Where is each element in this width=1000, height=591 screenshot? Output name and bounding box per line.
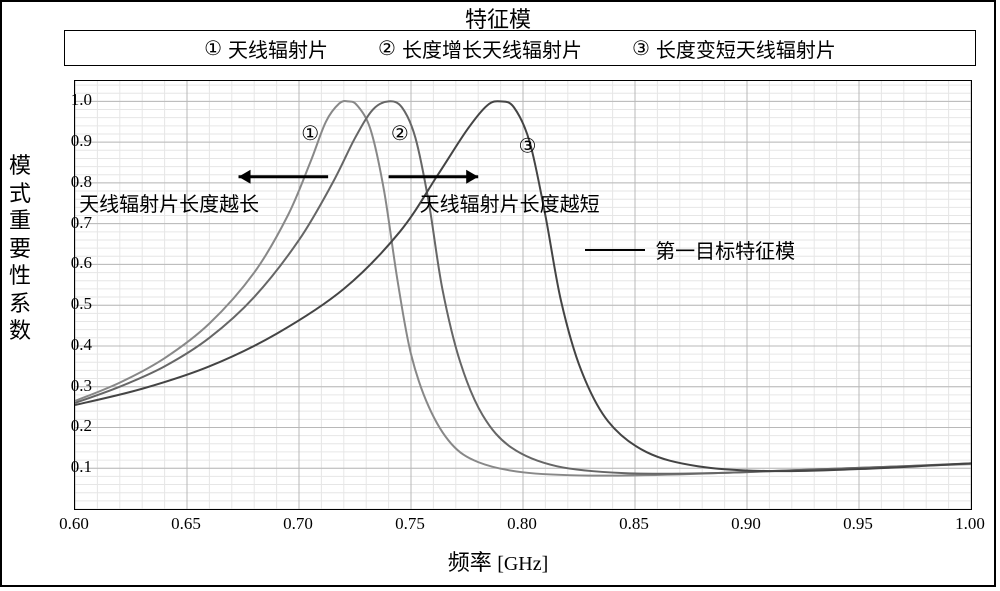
y-tick-label: 0.3	[71, 376, 92, 396]
legend-item-3: ③ 长度变短天线辐射片	[632, 34, 836, 63]
y-tick-label: 0.7	[71, 213, 92, 233]
top-legend: ① 天线辐射片 ② 长度增长天线辐射片 ③ 长度变短天线辐射片	[64, 30, 976, 66]
legend-item-2: ② 长度增长天线辐射片	[378, 34, 582, 63]
plot-area: ① ② ③	[74, 80, 972, 510]
series-legend-label: 第一目标特征模	[655, 235, 795, 264]
arrow-head-icon	[239, 170, 251, 184]
x-tick-label: 0.90	[731, 514, 761, 534]
legend-label-1: 天线辐射片	[228, 34, 328, 63]
legend-num-3: ③	[632, 36, 650, 61]
y-tick-label: 1.0	[71, 90, 92, 110]
y-tick-label: 0.6	[71, 253, 92, 273]
x-axis-label-text: 频率	[448, 550, 492, 575]
x-tick-label: 0.80	[507, 514, 537, 534]
x-axis-unit: [GHz]	[497, 553, 548, 575]
y-tick-label: 0.8	[71, 172, 92, 192]
legend-num-2: ②	[378, 36, 396, 61]
x-tick-label: 0.70	[283, 514, 313, 534]
x-tick-label: 0.95	[843, 514, 873, 534]
legend-label-2: 长度增长天线辐射片	[402, 34, 582, 63]
y-axis-label: 模式重要性系数	[8, 152, 32, 345]
curve-label: ②	[391, 123, 409, 145]
legend-num-1: ①	[204, 36, 222, 61]
y-tick-label: 0.9	[71, 131, 92, 151]
y-tick-label: 0.5	[71, 294, 92, 314]
chart-frame: 特征模 ① 天线辐射片 ② 长度增长天线辐射片 ③ 长度变短天线辐射片 模式重要…	[0, 0, 996, 587]
x-tick-label: 0.60	[59, 514, 89, 534]
x-tick-label: 0.75	[395, 514, 425, 534]
x-tick-label: 1.00	[955, 514, 985, 534]
curve-label: ①	[301, 123, 319, 145]
annotation-longer: 天线辐射片长度越长	[79, 188, 259, 217]
legend-label-3: 长度变短天线辐射片	[656, 34, 836, 63]
x-tick-label: 0.85	[619, 514, 649, 534]
annotation-shorter: 天线辐射片长度越短	[420, 188, 600, 217]
curve-label: ③	[519, 135, 537, 157]
x-axis-label: 频率 [GHz]	[2, 545, 994, 577]
x-tick-label: 0.65	[171, 514, 201, 534]
legend-item-1: ① 天线辐射片	[204, 34, 328, 63]
y-tick-label: 0.4	[71, 335, 92, 355]
legend-line-icon	[585, 249, 645, 251]
y-tick-label: 0.2	[71, 416, 92, 436]
series-legend: 第一目标特征模	[585, 235, 795, 264]
arrow-head-icon	[466, 170, 478, 184]
y-tick-label: 0.1	[71, 457, 92, 477]
plot-svg: ① ② ③	[75, 81, 971, 509]
